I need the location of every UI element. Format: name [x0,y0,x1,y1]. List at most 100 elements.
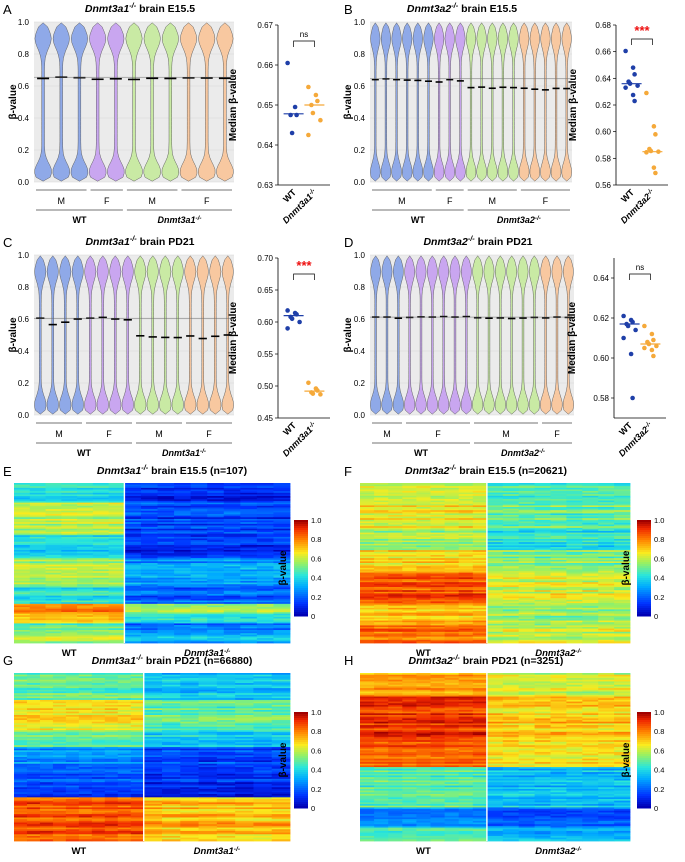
heatmap-cell [235,706,254,709]
heatmap-cell [614,495,631,498]
heatmap-cell [360,583,375,586]
heatmap-cell [162,704,181,707]
heatmap-cell [502,611,520,613]
heatmap-cell [92,620,110,623]
heatmap-cell [388,487,403,490]
heatmap-cell [518,583,535,586]
heatmap-cell [14,545,31,548]
heatmap-cell [582,515,599,517]
heatmap-cell [14,610,31,613]
heatmap-cell [140,618,158,621]
heatmap-cell [534,571,551,573]
heatmap-cell [207,505,225,508]
heatmap-cell [566,571,583,573]
heatmap-cell [130,693,145,696]
heatmap-cell [360,513,375,516]
heatmap-cell [256,541,274,544]
colorbar-segment [637,590,651,593]
heatmap-cell [518,548,535,551]
heatmap-cell [45,585,62,588]
heatmap-cell [207,569,225,572]
heatmap-cell [162,715,181,718]
heatmap-cell [190,595,208,598]
heatmap-cell [143,738,163,741]
heatmap-cell [207,553,225,556]
heatmap-cell [143,715,163,718]
heatmap-cell [360,615,375,618]
heatmap-cell [124,616,142,619]
heatmap-cell [374,620,389,623]
heatmap-cell [162,721,181,724]
heatmap-cell [550,500,567,503]
heatmap-cell [140,576,158,579]
heatmap-cell [108,558,125,561]
heatmap-cell [256,574,274,577]
heatmap-cell [26,767,41,770]
heatmap-cell [65,757,80,760]
heatmap-cell [91,683,106,686]
heatmap-cell [458,542,474,545]
heatmap-cell [486,580,504,583]
heatmap-cell [162,699,181,702]
heatmap-cell [416,567,431,570]
violin [46,255,59,415]
heatmap-cell [502,607,520,610]
heatmap-cell [472,601,488,604]
heatmap-cell [256,620,274,623]
heatmap-cell [598,483,615,485]
heatmap-cell [614,527,631,530]
heatmap-cell [124,554,142,557]
heatmap-cell [388,636,403,639]
heatmap-cell [582,603,599,605]
heatmap-cell [124,549,142,552]
heatmap-cell [486,542,504,545]
heatmap-cell [240,639,258,642]
heatmap-cell [502,550,520,553]
heatmap-cell [92,613,110,616]
heatmap-cell [486,591,504,594]
heatmap-cell [598,497,615,500]
heatmap-cell [402,489,417,492]
heatmap-cell [124,598,142,601]
heatmap-cell [502,574,520,577]
heatmap-cell [52,678,67,681]
heatmap-cell [92,611,110,615]
heatmap-cell [240,600,258,603]
heatmap-cell [550,641,567,644]
heatmap-cell [198,691,218,694]
heatmap-cell [502,623,520,626]
heatmap-cell [534,505,551,508]
heatmap-cell [61,633,78,636]
heatmap-cell [566,548,583,551]
y-tick-label: 0.0 [18,411,30,420]
heatmap-cell [388,580,403,583]
heatmap-cell [26,731,41,734]
heatmap-cell [534,622,551,625]
heatmap-cell [61,527,78,530]
heatmap-cell [253,715,273,718]
heatmap-cell [180,750,199,753]
heatmap-cell [518,547,535,549]
heatmap-cell [430,631,445,634]
heatmap-cell [52,738,67,741]
heatmap-cell [143,725,163,728]
heatmap-cell [614,510,631,513]
heatmap-cell [550,527,567,530]
heatmap-cell [143,716,163,719]
heatmap-cell [416,598,431,601]
colorbar-segment [637,532,651,535]
heatmap-cell [117,753,132,756]
heatmap-cell [534,606,551,609]
heatmap-cell [190,487,208,490]
colorbar-segment [637,540,651,543]
heatmap-cell [360,567,375,570]
heatmap-cell [458,503,474,506]
heatmap-cell [174,515,192,518]
heatmap-cell [124,535,142,538]
heatmap-cell [614,623,631,626]
heatmap-cell [140,631,158,634]
heatmap-cell [614,563,631,565]
heatmap-cell [14,763,28,766]
heatmap-cell [174,522,192,525]
heatmap-cell [29,540,46,543]
